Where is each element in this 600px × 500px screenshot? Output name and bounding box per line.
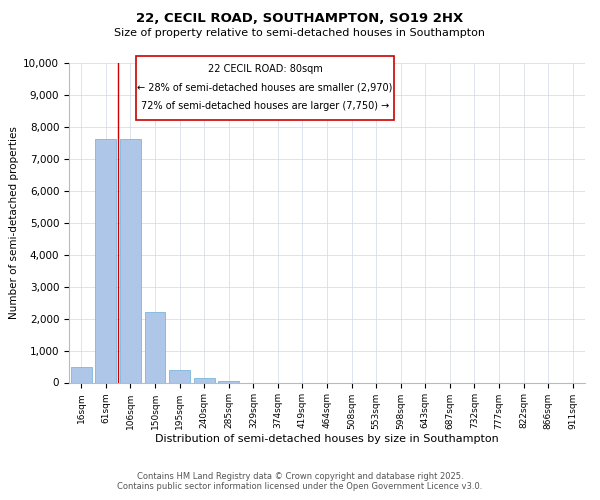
Y-axis label: Number of semi-detached properties: Number of semi-detached properties: [9, 126, 19, 319]
Text: 72% of semi-detached houses are larger (7,750) →: 72% of semi-detached houses are larger (…: [141, 100, 389, 110]
Bar: [145, 312, 166, 382]
Bar: [194, 378, 215, 382]
Text: Contains HM Land Registry data © Crown copyright and database right 2025.
Contai: Contains HM Land Registry data © Crown c…: [118, 472, 482, 491]
Bar: [169, 370, 190, 382]
Bar: [218, 380, 239, 382]
Bar: [120, 140, 141, 382]
Text: 22, CECIL ROAD, SOUTHAMPTON, SO19 2HX: 22, CECIL ROAD, SOUTHAMPTON, SO19 2HX: [136, 12, 464, 26]
Text: ← 28% of semi-detached houses are smaller (2,970): ← 28% of semi-detached houses are smalle…: [137, 82, 393, 92]
X-axis label: Distribution of semi-detached houses by size in Southampton: Distribution of semi-detached houses by …: [155, 434, 499, 444]
Bar: [95, 140, 116, 382]
Text: Size of property relative to semi-detached houses in Southampton: Size of property relative to semi-detach…: [115, 28, 485, 38]
Text: 22 CECIL ROAD: 80sqm: 22 CECIL ROAD: 80sqm: [208, 64, 322, 74]
FancyBboxPatch shape: [136, 56, 394, 120]
Bar: [71, 366, 92, 382]
